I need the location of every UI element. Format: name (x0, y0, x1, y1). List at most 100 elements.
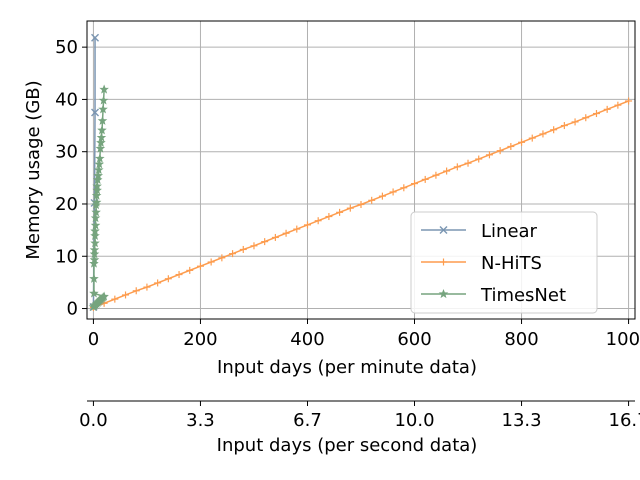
data-point (196, 262, 204, 270)
data-point (89, 254, 100, 264)
y-tick-label: 20 (55, 194, 78, 215)
data-point (271, 233, 279, 241)
data-point (314, 217, 322, 225)
data-point (98, 104, 108, 114)
legend-marker-linear (439, 226, 448, 234)
data-point (98, 95, 109, 105)
data-point (346, 204, 354, 212)
y-axis: 0 10 20 30 40 50 (55, 37, 87, 320)
data-point (207, 258, 215, 266)
data-point (261, 238, 269, 246)
series-layer (88, 33, 633, 312)
data-point (453, 163, 461, 171)
data-point (97, 115, 108, 125)
data-point (91, 108, 100, 117)
data-point (122, 291, 130, 299)
data-point (239, 245, 247, 253)
data-point (91, 33, 100, 42)
data-point (90, 213, 101, 223)
data-point (111, 295, 119, 303)
y-axis-title: Memory usage (GB) (23, 80, 44, 259)
data-point (89, 288, 99, 298)
data-point (93, 170, 104, 180)
data-point (625, 97, 633, 105)
data-point (92, 181, 102, 191)
legend-box (410, 211, 598, 314)
data-point (282, 229, 290, 237)
data-point (389, 188, 397, 196)
y-tick-label: 30 (55, 142, 78, 163)
x-tick-label: 0 (88, 329, 99, 350)
data-point (485, 151, 493, 159)
data-point (464, 159, 472, 167)
data-point (368, 196, 376, 204)
legend-label-n-hits: N-HiTS (481, 253, 542, 274)
data-point (164, 275, 172, 283)
series-timesnet (88, 84, 109, 312)
data-point (550, 126, 558, 134)
data-point (89, 273, 99, 283)
data-point (90, 238, 100, 248)
data-point (186, 266, 194, 274)
data-point (432, 171, 440, 179)
secondary-x-tick-label: 13.3 (502, 410, 542, 431)
data-point (92, 185, 102, 195)
data-point (357, 201, 365, 209)
data-point (303, 221, 311, 229)
data-point (90, 230, 100, 240)
data-point (96, 132, 107, 142)
data-point (95, 143, 106, 153)
data-point (560, 122, 568, 130)
data-point (96, 137, 106, 147)
data-point (91, 197, 102, 207)
data-point (518, 138, 526, 146)
data-point (218, 254, 226, 262)
secondary-x-tick-label: 10.0 (394, 410, 434, 431)
data-point (443, 167, 451, 175)
data-point (400, 184, 408, 192)
x-tick-label: 800 (504, 329, 538, 350)
data-point (378, 192, 386, 200)
data-point (91, 207, 101, 217)
legend-marker-timesnet (438, 288, 449, 299)
data-point (143, 283, 151, 291)
data-point (421, 175, 429, 183)
data-point (90, 220, 101, 230)
data-point (250, 242, 258, 250)
plot-frame (86, 20, 636, 320)
data-point (93, 164, 104, 175)
data-point (90, 226, 100, 236)
legend: Linear N-HiTS TimesNet (410, 211, 598, 314)
secondary-x-axis-title: Input days (per second data) (217, 435, 478, 456)
legend-marker-n-hits (440, 258, 447, 266)
data-point (132, 287, 140, 295)
data-point (603, 105, 611, 113)
data-point (325, 213, 333, 221)
data-point (528, 134, 536, 142)
data-point (475, 155, 483, 163)
data-point (582, 114, 590, 122)
data-point (94, 159, 105, 169)
data-point (89, 249, 100, 259)
secondary-x-tick-label: 0.0 (79, 410, 108, 431)
data-point (175, 271, 183, 279)
data-point (411, 180, 419, 188)
data-point (99, 84, 109, 94)
data-point (592, 110, 600, 118)
y-tick-label: 40 (55, 89, 78, 110)
data-point (89, 244, 100, 255)
secondary-x-axis: 0.0 3.3 6.7 10.0 13.3 16.7 (79, 400, 640, 431)
data-point (99, 291, 109, 301)
x-tick-label: 600 (397, 329, 431, 350)
y-tick-label: 50 (55, 37, 78, 58)
data-point (614, 101, 622, 109)
secondary-x-tick-label: 6.7 (293, 410, 322, 431)
data-point (496, 147, 504, 155)
data-point (154, 279, 162, 287)
data-point (97, 125, 107, 135)
x-tick-label: 400 (290, 329, 324, 350)
legend-label-linear: Linear (481, 221, 538, 242)
